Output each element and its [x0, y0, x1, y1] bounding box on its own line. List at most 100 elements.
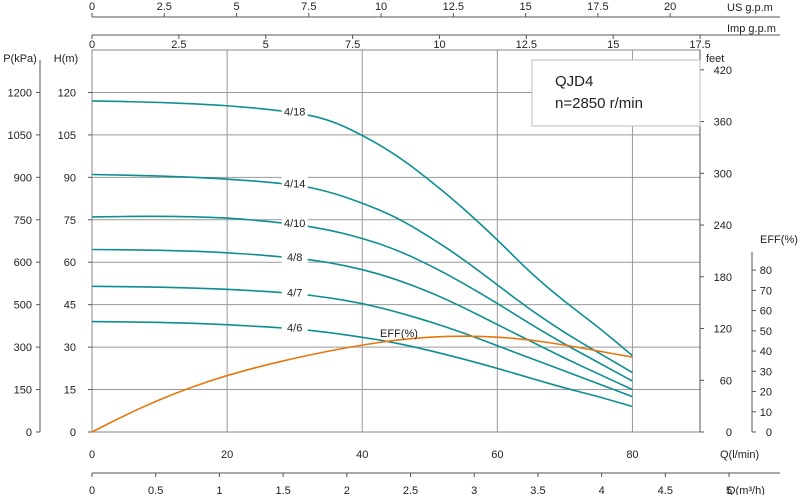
- y-tick-label-kpa: 600: [14, 257, 32, 269]
- y-axis-label-feet: feet: [706, 53, 724, 65]
- y-tick-label-feet: 240: [714, 220, 732, 232]
- x-tick-label-m3h: 1.5: [275, 485, 290, 495]
- x-tick-label-us-gpm: 10: [375, 1, 387, 13]
- x-tick-label-m3h: 0: [89, 485, 95, 495]
- x-tick-label-imp-gpm: 7.5: [345, 39, 360, 51]
- x-tick-label-m3h: 4.5: [658, 485, 673, 495]
- x-tick-label-us-gpm: 12.5: [443, 1, 464, 13]
- y-tick-label-kpa: 500: [14, 300, 32, 312]
- chart-title: QJD4: [555, 73, 593, 90]
- x-tick-label-imp-gpm: 10: [433, 39, 445, 51]
- y-axis-label-eff: EFF(%): [760, 234, 798, 246]
- x-axis-label-imp-gpm: Imp g.p.m: [727, 23, 776, 35]
- x-tick-label-m3h: 3: [471, 485, 477, 495]
- y-tick-label-h: 105: [58, 130, 76, 142]
- curve-label: 4/6: [287, 323, 302, 335]
- x-tick-label-imp-gpm: 2.5: [171, 39, 186, 51]
- curve-label-bg: [281, 215, 308, 230]
- x-tick-label-us-gpm: 0: [89, 1, 95, 13]
- y-tick-label-h: 15: [64, 385, 76, 397]
- y-axis-label-kpa: P(kPa): [3, 53, 37, 65]
- series-4-7: [91, 285, 633, 398]
- curve-label-bg: [281, 175, 308, 190]
- x-tick-label-us-gpm: 2.5: [157, 1, 172, 13]
- series-eff---: [91, 335, 633, 433]
- y-tick-label-eff: 0: [766, 427, 772, 439]
- x-axis-label-lpm: Q(l/min): [720, 449, 759, 461]
- series-lines: [91, 100, 633, 433]
- y-tick-label-h: 60: [64, 257, 76, 269]
- y-tick-label-eff: 80: [760, 265, 772, 277]
- series-4-6: [91, 320, 633, 408]
- grid: [92, 50, 700, 432]
- y-tick-label-feet: 60: [720, 375, 732, 387]
- x-tick-label-lpm: 60: [491, 449, 503, 461]
- y-tick-label-h: 30: [64, 342, 76, 354]
- y-tick-label-feet: 360: [714, 117, 732, 129]
- y-tick-label-eff: 60: [760, 306, 772, 318]
- x-axis-label-us-gpm: US g.p.m: [727, 2, 773, 14]
- y-tick-label-eff: 40: [760, 346, 772, 358]
- x-axis-label-m3h: Q(m³/h): [727, 485, 765, 495]
- x-tick-label-m3h: 2.5: [403, 485, 418, 495]
- series-4-10: [91, 215, 633, 382]
- y-tick-label-h: 90: [64, 172, 76, 184]
- x-tick-label-us-gpm: 5: [233, 1, 239, 13]
- x-tick-label-imp-gpm: 17.5: [689, 39, 710, 51]
- y-tick-label-kpa: 300: [14, 342, 32, 354]
- y-tick-label-eff: 20: [760, 387, 772, 399]
- y-tick-label-eff: 70: [760, 285, 772, 297]
- title-box: QJD4 n=2850 r/min: [531, 59, 701, 127]
- curve-labels: 4/18 4/14 4/10 4/8 4/7 4/6 EFF(%): [281, 103, 418, 340]
- x-tick-label-lpm-zero: 0: [89, 449, 95, 461]
- y-tick-label-kpa: 750: [14, 215, 32, 227]
- x-tick-label-us-gpm: 20: [664, 1, 676, 13]
- y-tick-label-eff: 10: [760, 407, 772, 419]
- x-tick-label-m3h: 2: [344, 485, 350, 495]
- curve-label: 4/10: [284, 218, 305, 230]
- chart-subtitle: n=2850 r/min: [555, 95, 643, 112]
- x-tick-label-imp-gpm: 15: [607, 39, 619, 51]
- curve-label: 4/8: [287, 252, 302, 264]
- x-tick-label-us-gpm: 17.5: [587, 1, 608, 13]
- axes: 20 40 60 800 Q(l/min)0153045607590105120H(m)…: [3, 1, 798, 495]
- y-tick-label-feet: 300: [714, 168, 732, 180]
- x-tick-label-lpm: 80: [626, 449, 638, 461]
- x-tick-label-imp-gpm: 5: [263, 39, 269, 51]
- x-tick-label-m3h: 0.5: [148, 485, 163, 495]
- y-tick-label-kpa: 0: [26, 427, 32, 439]
- x-tick-label-us-gpm: 7.5: [301, 1, 316, 13]
- x-tick-label-lpm: 40: [356, 449, 368, 461]
- y-tick-label-eff: 30: [760, 366, 772, 378]
- y-tick-label-kpa: 150: [14, 385, 32, 397]
- x-tick-label-m3h: 4: [599, 485, 605, 495]
- curve-label-bg: [281, 284, 308, 299]
- y-tick-label-kpa: 1200: [8, 87, 32, 99]
- y-tick-label-feet: 120: [714, 324, 732, 336]
- series-4-18: [91, 100, 633, 357]
- x-tick-label-us-gpm: 15: [519, 1, 531, 13]
- y-tick-label-eff: 50: [760, 326, 772, 338]
- curve-label: 4/18: [284, 106, 305, 118]
- y-tick-label-feet: 420: [714, 65, 732, 77]
- x-tick-label-lpm: 20: [221, 449, 233, 461]
- series-4-8: [91, 248, 633, 391]
- x-tick-label-imp-gpm: 0: [89, 39, 95, 51]
- y-tick-label-h: 120: [58, 87, 76, 99]
- y-axis-label-h: H(m): [54, 53, 78, 65]
- curve-label: 4/14: [284, 178, 305, 190]
- y-tick-label-h: 75: [64, 215, 76, 227]
- x-tick-label-m3h: 5: [726, 485, 732, 495]
- y-tick-label-feet: 0: [726, 427, 732, 439]
- y-tick-label-kpa: 900: [14, 172, 32, 184]
- series-4-14: [91, 173, 633, 374]
- y-tick-label-h: 45: [64, 300, 76, 312]
- x-tick-label-m3h: 3.5: [530, 485, 545, 495]
- y-tick-label-kpa: 1050: [8, 130, 32, 142]
- curve-label-bg: [281, 319, 308, 334]
- y-tick-label-feet: 180: [714, 272, 732, 284]
- curve-label: 4/7: [287, 287, 302, 299]
- x-tick-label-imp-gpm: 12.5: [516, 39, 537, 51]
- curve-label-bg: [281, 248, 308, 263]
